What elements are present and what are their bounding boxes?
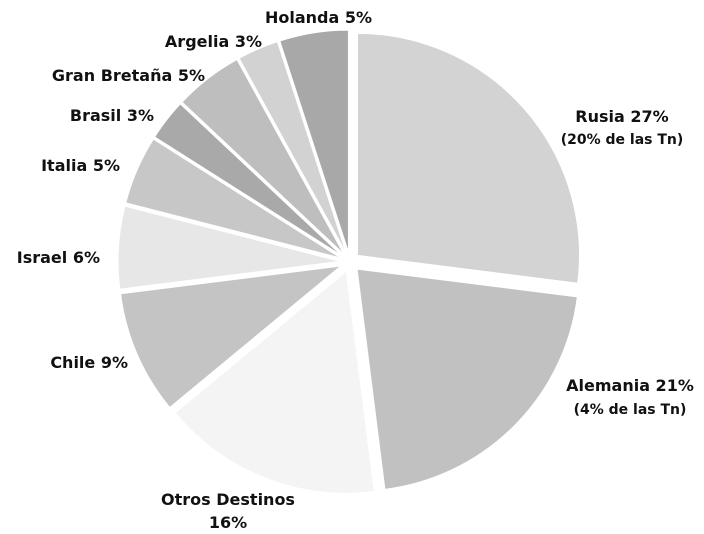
label-chile: Chile 9% bbox=[50, 353, 128, 372]
pie-slice-italia bbox=[125, 138, 342, 259]
label-rusia: Rusia 27% bbox=[575, 107, 668, 126]
label-gran-bretana: Gran Bretaña 5% bbox=[52, 66, 205, 85]
pie-slice-alemania bbox=[356, 268, 578, 490]
label-otros-destinos-percent: 16% bbox=[209, 513, 247, 532]
pie-slice-brasil bbox=[153, 103, 343, 257]
slices-layer bbox=[117, 29, 580, 494]
note-rusia: (20% de las Tn) bbox=[561, 132, 684, 148]
pie-slice-gran-bretana bbox=[181, 58, 345, 255]
pie-slice-israel bbox=[117, 205, 341, 290]
pie-slice-argelia bbox=[238, 41, 347, 254]
pie-slice-rusia bbox=[357, 32, 580, 284]
pie-slice-otros-destinos bbox=[174, 270, 375, 494]
label-otros-destinos: Otros Destinos bbox=[161, 490, 295, 509]
label-italia: Italia 5% bbox=[41, 156, 120, 175]
label-holanda: Holanda 5% bbox=[265, 8, 372, 27]
pie-slice-chile bbox=[120, 265, 343, 409]
note-alemania: (4% de las Tn) bbox=[574, 402, 687, 418]
pie-slice-holanda bbox=[279, 29, 349, 253]
label-alemania: Alemania 21% bbox=[566, 376, 694, 395]
label-israel: Israel 6% bbox=[17, 248, 100, 267]
label-brasil: Brasil 3% bbox=[70, 106, 154, 125]
label-argelia: Argelia 3% bbox=[165, 32, 262, 51]
